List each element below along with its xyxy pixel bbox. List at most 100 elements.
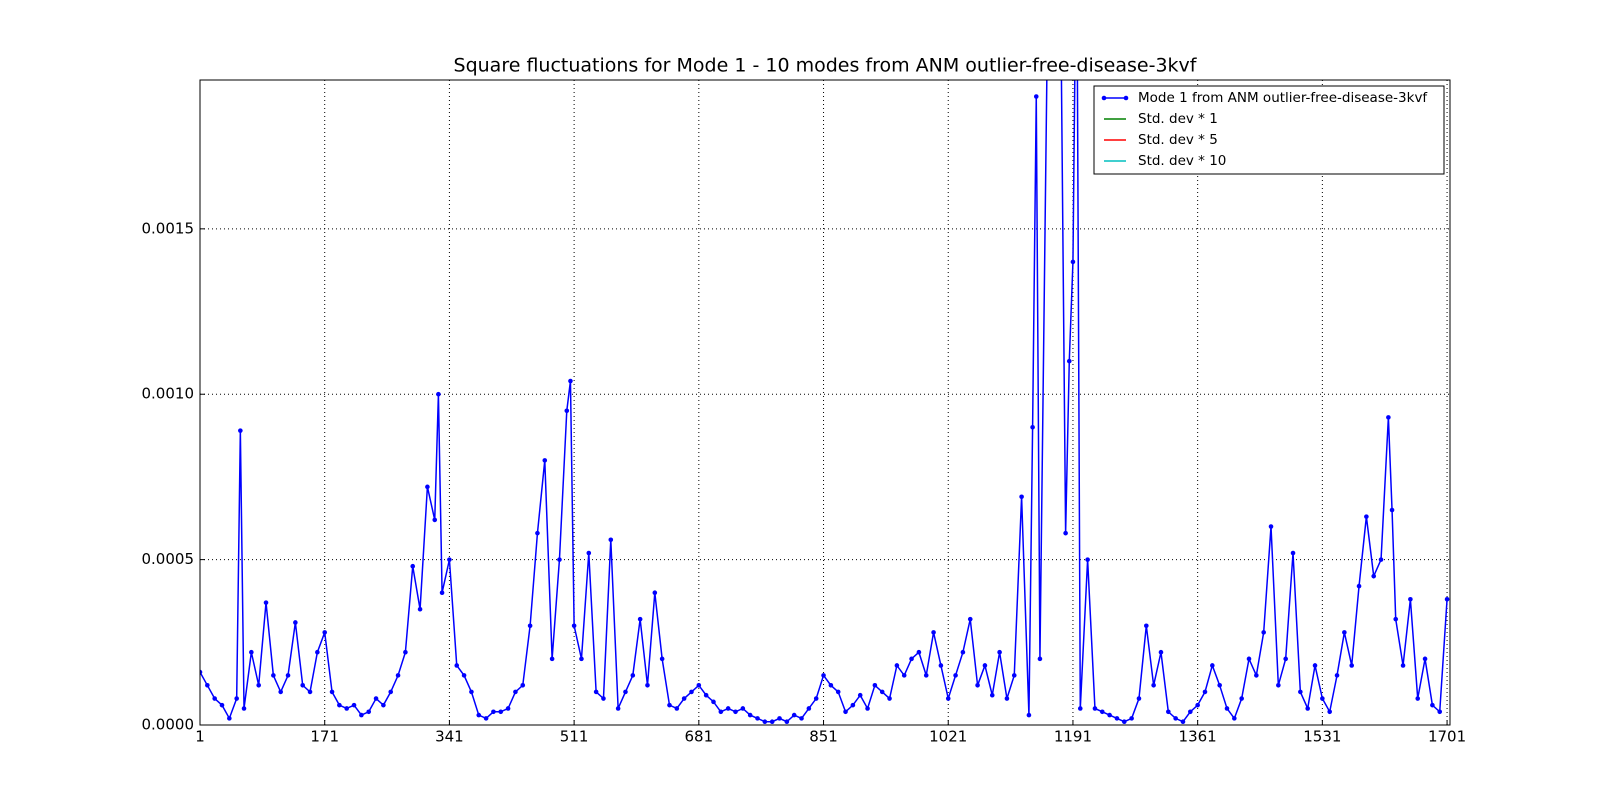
point [549,656,555,662]
point [1011,673,1017,678]
point [1092,706,1098,711]
point [916,649,922,655]
point [718,709,724,715]
point [879,689,885,695]
point [960,649,966,655]
point [498,709,504,715]
point [637,616,643,622]
point [1188,709,1193,715]
point [200,669,203,675]
y-tick-label: 0.0010 [142,385,195,403]
point [432,517,438,523]
point [989,692,995,698]
point [1246,656,1252,662]
point [344,706,350,711]
point [674,706,680,711]
legend-label: Std. dev * 5 [1138,132,1218,148]
y-tick-label: 0.0005 [142,550,195,568]
point [469,689,474,695]
point [1166,709,1171,715]
point [1400,663,1406,668]
point [359,712,364,718]
point [241,706,247,711]
point [381,702,386,708]
point [454,663,460,668]
point [249,649,254,655]
point [1334,673,1340,678]
point [894,663,900,668]
point [1224,706,1230,711]
legend-box [1093,85,1445,175]
point [461,673,467,678]
point [755,716,760,721]
legend: Mode 1 from ANM outlier-free-disease-3kv… [1093,85,1445,175]
point [1202,689,1208,695]
legend-label: Mode 1 from ANM outlier-free-disease-3kv… [1138,90,1428,106]
point [307,689,313,695]
point [1305,706,1310,711]
point [1217,683,1222,688]
point [806,706,812,711]
point [227,716,232,721]
point [1298,689,1303,695]
x-tick-label: 341 [435,728,464,746]
point [1004,696,1010,701]
point [865,706,870,711]
x-tick-label: 1 [195,728,205,746]
point [696,683,702,688]
point [1342,630,1347,635]
point [417,606,423,612]
x-tick-label: 1701 [1428,728,1466,746]
point [997,649,1002,655]
point [1070,259,1076,265]
point [747,712,753,718]
legend-label: Std. dev * 10 [1138,153,1226,169]
x-tick-label: 1021 [929,728,967,746]
point [1180,719,1186,724]
point [601,696,606,701]
point [586,550,592,556]
point [1320,696,1325,701]
point [1239,696,1244,701]
x-tick-label: 1361 [1179,728,1217,746]
point [535,530,540,536]
point [652,590,658,595]
point [857,692,863,698]
point [1261,630,1266,635]
point [850,702,856,708]
point [1290,550,1296,556]
axes-frame [199,79,1451,726]
point [447,557,452,562]
point [711,699,716,705]
point [1158,649,1164,655]
point [777,716,782,721]
point [571,623,577,629]
point [564,408,570,414]
point [1077,706,1083,711]
point [1114,716,1120,721]
point [373,696,379,701]
x-tick-label: 1531 [1303,728,1341,746]
point [1063,530,1068,536]
point [1033,94,1039,99]
point [813,696,819,701]
point [1210,663,1215,668]
point [931,630,936,635]
x-tick-label: 171 [310,728,339,746]
point [923,673,929,678]
y-tick-label: 0.0015 [142,219,195,237]
point [762,719,768,724]
point [843,709,848,715]
point [1151,683,1156,688]
point [1364,514,1369,519]
point [1430,702,1435,708]
series-line [200,80,1448,723]
point [1349,663,1355,668]
x-tick-label: 851 [809,728,838,746]
point [689,689,694,695]
point [293,620,298,625]
point [982,663,988,668]
point [1386,415,1391,420]
point [212,696,217,701]
point [1437,709,1443,715]
